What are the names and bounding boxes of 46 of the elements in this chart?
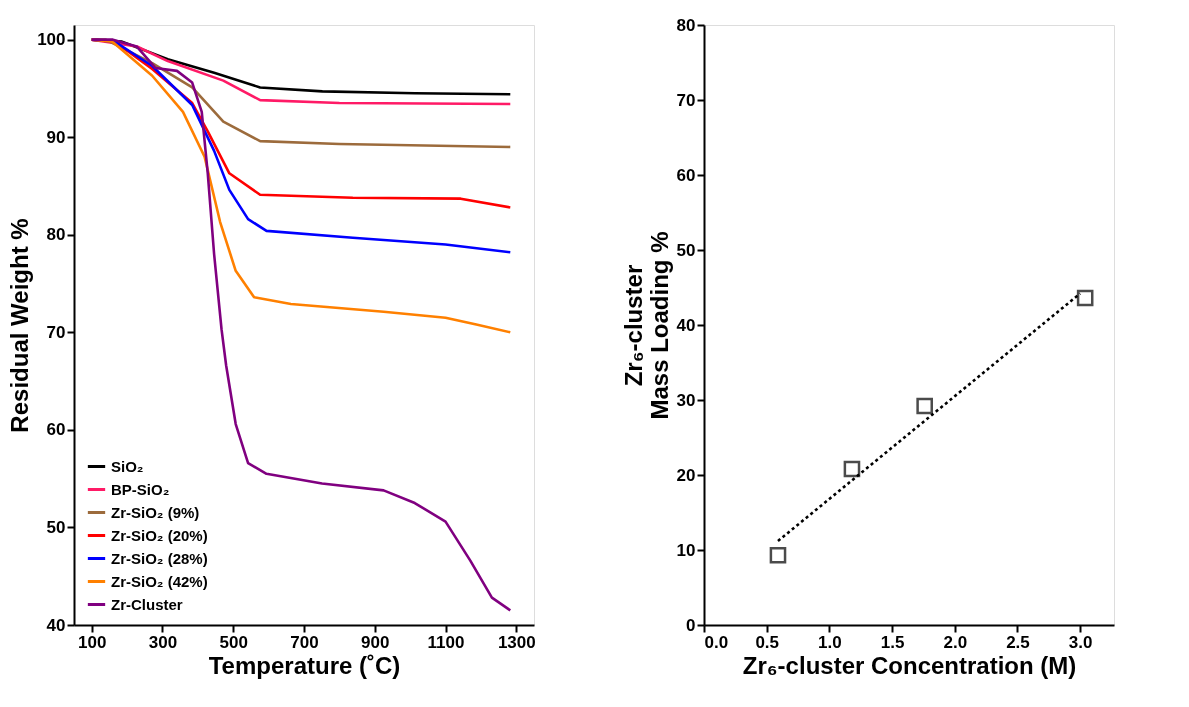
legend-label: Zr-SiO₂ (9%)	[111, 503, 200, 521]
x-tick-label: 2.5	[1006, 632, 1030, 652]
y-tick-label: 60	[676, 165, 696, 185]
y-tick-label: 30	[676, 390, 696, 410]
y-tick-label: 0	[686, 615, 696, 635]
y-tick-label: 80	[46, 225, 66, 245]
y-tick-label: 10	[676, 540, 696, 560]
x-tick-label: 700	[290, 632, 319, 652]
line-series	[90, 38, 512, 612]
y-tick-label: 80	[676, 15, 696, 35]
x-tick-label: 900	[361, 632, 390, 652]
x-tick-label: 3.0	[1068, 632, 1093, 652]
legend-label: Zr-SiO₂ (20%)	[111, 526, 208, 544]
y-tick-label: 90	[46, 127, 66, 147]
y-tick-label: 20	[676, 465, 696, 485]
y-axis-title: Zr₆-cluster Mass Loading %	[619, 231, 673, 420]
x-axis-title: Temperature (˚C)	[208, 651, 401, 679]
x-tick-label: 500	[219, 632, 248, 652]
x-tick-label: 0.5	[755, 632, 780, 652]
legend-label: Zr-SiO₂ (42%)	[111, 572, 208, 590]
legend-label: Zr-SiO₂ (28%)	[111, 549, 208, 567]
x-tick-label: 2.0	[943, 632, 968, 652]
y-axis-title: Residual Weight %	[6, 218, 34, 433]
x-tick-label: 1300	[497, 632, 536, 652]
y-tick-label: 40	[46, 615, 66, 635]
x-tick-label: 1100	[427, 632, 465, 652]
x-tick-label: 100	[78, 632, 107, 652]
point	[843, 460, 861, 478]
x-tick-label: 300	[148, 632, 178, 652]
point	[1076, 289, 1094, 307]
x-tick-label: 0.0	[704, 632, 729, 652]
y-tick-label: 60	[46, 420, 66, 440]
point	[769, 546, 787, 564]
y-tick-label: 40	[676, 315, 696, 335]
y-tick-label: 70	[46, 322, 66, 342]
y-tick-label: 70	[676, 90, 696, 110]
y-tick-label: 100	[37, 30, 66, 50]
legend-label: SiO₂	[111, 457, 144, 475]
y-tick-label: 50	[46, 517, 66, 537]
x-tick-label: 1.0	[818, 632, 842, 652]
x-tick-label: 1.5	[880, 632, 905, 652]
point	[916, 397, 933, 415]
legend-label: BP-SiO₂	[111, 480, 170, 498]
legend-label: Zr-Cluster	[111, 595, 183, 613]
y-tick-label: 50	[676, 240, 696, 260]
x-axis-title: Zr₆-cluster Concentration (M)	[742, 651, 1077, 679]
